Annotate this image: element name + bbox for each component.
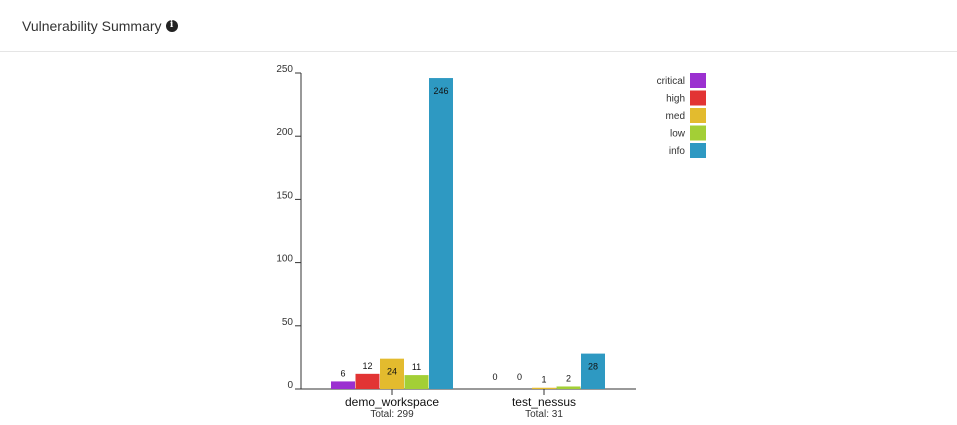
category-label: test_nessus [512,395,576,409]
category-total-label: Total: 31 [525,409,563,420]
y-tick-label: 250 [276,64,293,75]
y-tick-label: 100 [276,254,293,265]
legend-label-high: high [666,94,685,105]
value-label: 1 [541,375,546,385]
value-label: 246 [433,86,448,96]
category-label: demo_workspace [345,395,439,409]
value-label: 11 [412,362,421,372]
chart-legend: critical high med low info [657,73,706,158]
bar-med [532,387,556,389]
y-tick-label: 50 [282,317,294,328]
y-tick-label: 150 [276,190,293,201]
value-label: 6 [340,368,345,378]
bar-med [380,358,404,389]
legend-swatch-critical [690,73,706,88]
legend-label-low: low [670,129,686,140]
bar-info [581,353,605,389]
bar-low [404,375,429,389]
bar-high [355,373,380,389]
legend-swatch-low [690,125,706,141]
chart-bars [331,78,605,389]
panel-header: Vulnerability Summary i [0,0,957,52]
legend-swatch-med [690,108,706,123]
legend-label-info: info [669,146,686,157]
value-label: 0 [517,372,522,382]
panel-title: Vulnerability Summary [22,17,162,34]
bar-critical [331,381,355,389]
y-tick-label: 0 [287,380,293,391]
bar-info [429,78,453,389]
bar-low [556,386,581,389]
legend-label-med: med [666,111,685,122]
info-circle-icon[interactable]: i [165,19,178,32]
value-label: 2 [566,373,571,383]
legend-label-critical: critical [657,76,685,87]
legend-swatch-info [690,143,706,158]
value-label: 0 [492,372,497,382]
value-label: 24 [387,367,397,377]
value-label: 28 [588,362,598,372]
legend-swatch-high [690,90,706,106]
y-tick-label: 200 [276,127,293,138]
value-label: 12 [362,361,372,371]
category-total-label: Total: 299 [370,409,414,420]
